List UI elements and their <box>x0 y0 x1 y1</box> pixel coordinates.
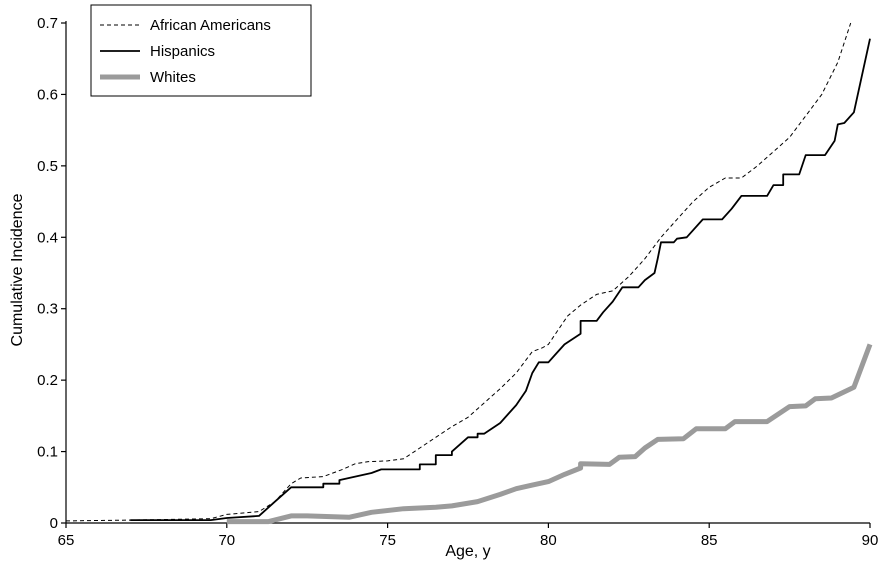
y-tick-label: 0.3 <box>37 301 58 318</box>
ticks: 0 0.1 0.2 0.3 0.4 0.5 0.6 0.7 65 70 75 80 85 90 <box>37 15 878 549</box>
y-tick-label: 0.5 <box>37 158 58 175</box>
y-tick-label: 0.7 <box>37 15 58 32</box>
x-tick-label: 90 <box>862 532 879 549</box>
series-line-african-americans <box>65 22 852 522</box>
legend: African Americans Hispanics Whites <box>90 4 312 97</box>
axes <box>65 21 870 524</box>
series-layer <box>65 22 873 525</box>
series-line-hispanics <box>130 38 871 521</box>
legend-label-hispanics: Hispanics <box>150 43 215 60</box>
series-line-whites <box>226 343 873 525</box>
y-axis-label: Cumulative Incidence <box>9 193 26 346</box>
y-tick-label: 0.6 <box>37 86 58 103</box>
x-tick-label: 75 <box>379 532 396 549</box>
x-tick-label: 85 <box>701 532 718 549</box>
x-tick-label: 65 <box>58 532 75 549</box>
x-tick-label: 80 <box>540 532 557 549</box>
y-tick-label: 0.1 <box>37 444 58 461</box>
legend-label-african-americans: African Americans <box>150 17 271 34</box>
y-tick-label: 0 <box>50 515 58 532</box>
x-axis-label: Age, y <box>445 543 490 560</box>
x-tick-label: 70 <box>218 532 235 549</box>
y-tick-label: 0.4 <box>37 229 58 246</box>
legend-label-whites: Whites <box>150 69 196 86</box>
y-tick-label: 0.2 <box>37 372 58 389</box>
